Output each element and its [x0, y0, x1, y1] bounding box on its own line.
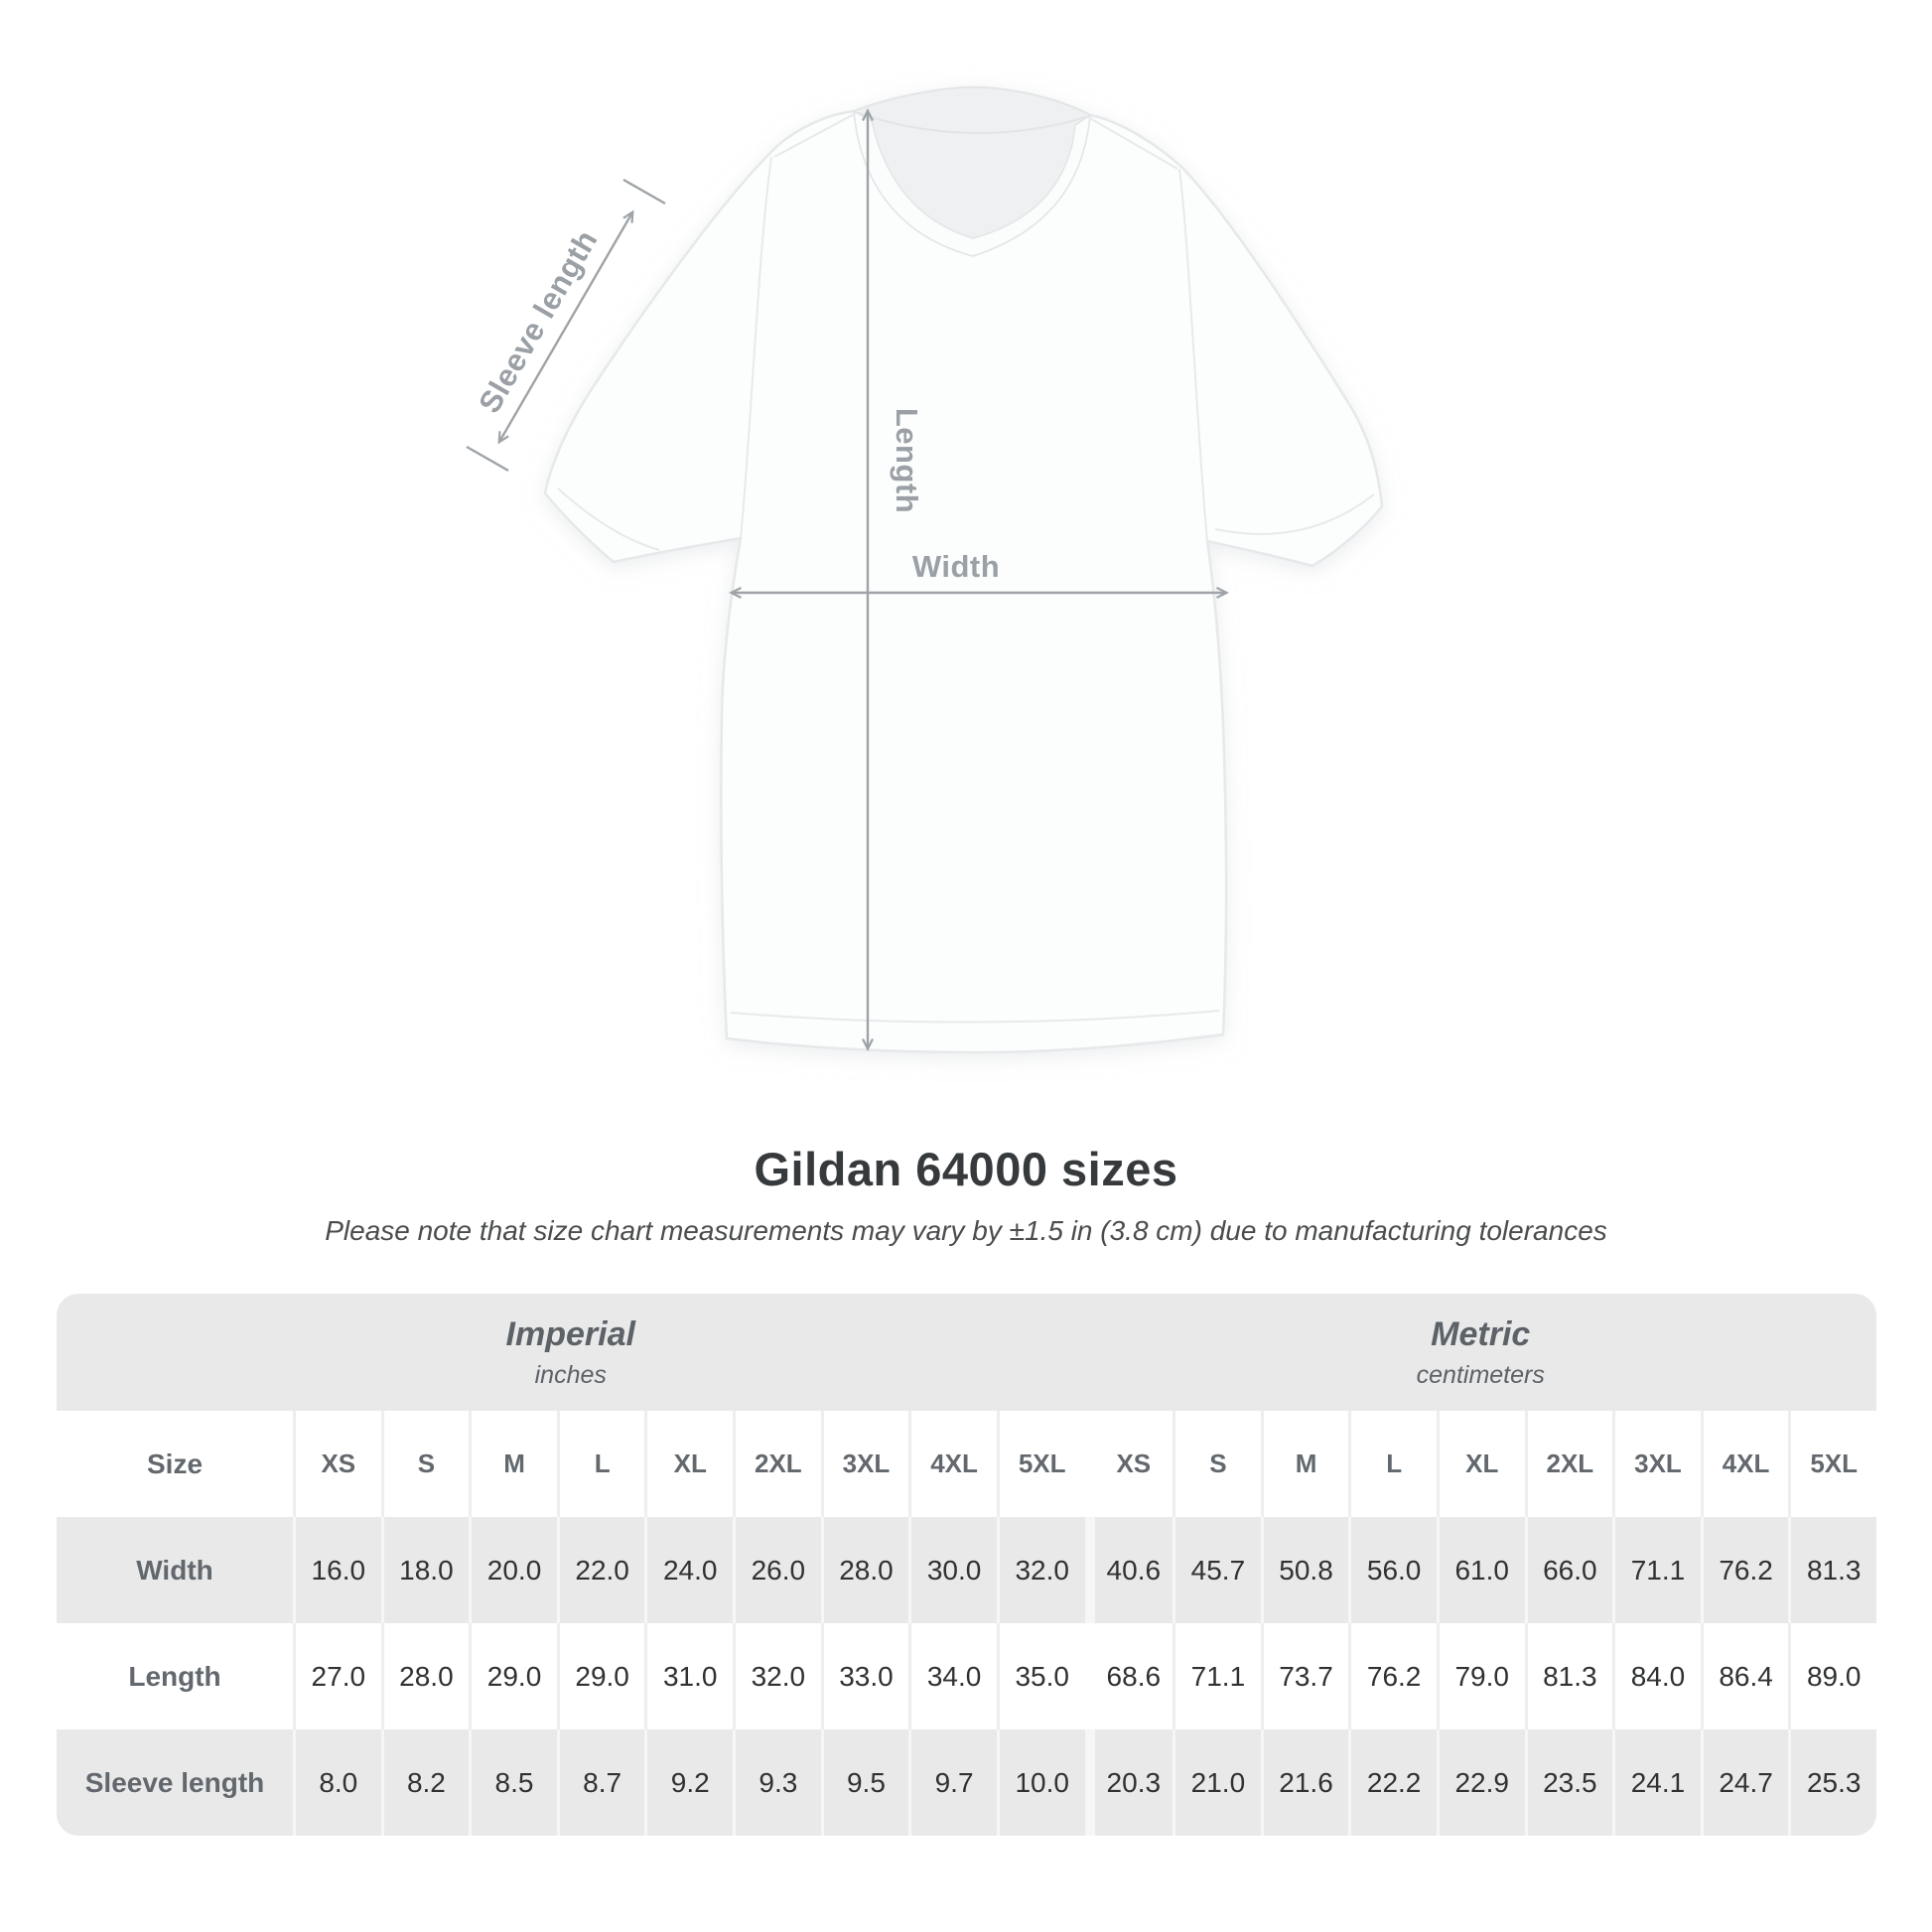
sleeve-dimension-tick-top [622, 178, 666, 206]
size-table: Imperial inches Metric centimeters Size X… [57, 1294, 1876, 1836]
value-metric: 66.0 [1524, 1517, 1613, 1623]
size-header-metric: XL [1436, 1411, 1525, 1517]
metric-unit: centimeters [1416, 1360, 1545, 1389]
value-imperial: 10.0 [996, 1729, 1085, 1836]
value-metric: 84.0 [1612, 1623, 1701, 1729]
size-header-imperial: XS [293, 1411, 381, 1517]
value-imperial: 26.0 [733, 1517, 821, 1623]
value-metric: 56.0 [1348, 1517, 1437, 1623]
value-imperial: 24.0 [644, 1517, 734, 1623]
tshirt-measurement-diagram: Sleeve length Length Width [466, 85, 1384, 1054]
tshirt-body [543, 85, 1384, 1054]
value-imperial: 8.0 [293, 1729, 381, 1836]
page-title: Gildan 64000 sizes [754, 1143, 1178, 1195]
value-imperial: 9.7 [908, 1729, 997, 1836]
value-imperial: 28.0 [820, 1517, 909, 1623]
size-header-metric: 2XL [1524, 1411, 1613, 1517]
value-imperial: 20.0 [469, 1517, 557, 1623]
size-header-metric: XS [1084, 1411, 1173, 1517]
value-imperial: 35.0 [996, 1623, 1085, 1729]
tshirt-graphic [543, 85, 1384, 1054]
value-imperial: 29.0 [556, 1623, 645, 1729]
value-metric: 25.3 [1788, 1729, 1876, 1836]
value-metric: 79.0 [1436, 1623, 1525, 1729]
size-header-imperial: 5XL [996, 1411, 1085, 1517]
value-imperial: 34.0 [908, 1623, 997, 1729]
dimension-lines [466, 108, 1229, 1051]
value-imperial: 30.0 [908, 1517, 997, 1623]
size-header-metric: 4XL [1700, 1411, 1789, 1517]
size-header-imperial: 4XL [908, 1411, 997, 1517]
value-imperial: 9.3 [733, 1729, 821, 1836]
imperial-unit: inches [534, 1360, 607, 1389]
value-imperial: 29.0 [469, 1623, 557, 1729]
sleeve-dimension-line [497, 209, 634, 445]
value-imperial: 16.0 [293, 1517, 381, 1623]
imperial-title: Imperial [505, 1314, 635, 1353]
value-imperial: 9.5 [820, 1729, 909, 1836]
row-label: Sleeve length [57, 1729, 293, 1836]
size-header-metric: 5XL [1788, 1411, 1876, 1517]
value-imperial: 9.2 [644, 1729, 734, 1836]
sleeve-length-label: Sleeve length [472, 224, 604, 419]
tolerance-note: Please note that size chart measurements… [325, 1215, 1607, 1246]
value-imperial: 8.5 [469, 1729, 557, 1836]
size-header-imperial: S [380, 1411, 470, 1517]
value-imperial: 18.0 [380, 1517, 470, 1623]
size-header-imperial: M [469, 1411, 557, 1517]
tshirt-collar-band [853, 109, 1091, 257]
value-imperial: 27.0 [293, 1623, 381, 1729]
size-header-imperial: 3XL [820, 1411, 909, 1517]
value-metric: 45.7 [1173, 1517, 1261, 1623]
value-metric: 61.0 [1436, 1517, 1525, 1623]
value-metric: 68.6 [1084, 1623, 1173, 1729]
tshirt-back-collar-seam [857, 112, 1087, 134]
imperial-group-header: Imperial inches [57, 1294, 1085, 1411]
value-metric: 50.8 [1260, 1517, 1349, 1623]
value-metric: 22.9 [1436, 1729, 1525, 1836]
tshirt-seams [557, 112, 1375, 1024]
size-header-imperial: XL [644, 1411, 734, 1517]
value-imperial: 28.0 [380, 1623, 470, 1729]
row-label: Width [57, 1517, 293, 1623]
value-metric: 24.1 [1612, 1729, 1701, 1836]
value-metric: 76.2 [1348, 1623, 1437, 1729]
size-header-imperial: 2XL [733, 1411, 821, 1517]
value-metric: 21.6 [1260, 1729, 1349, 1836]
value-imperial: 32.0 [996, 1517, 1085, 1623]
size-corner-label: Size [57, 1411, 293, 1517]
size-header-metric: S [1173, 1411, 1261, 1517]
value-metric: 40.6 [1084, 1517, 1173, 1623]
value-imperial: 31.0 [644, 1623, 734, 1729]
value-metric: 81.3 [1788, 1517, 1876, 1623]
value-imperial: 32.0 [733, 1623, 821, 1729]
size-header-metric: M [1260, 1411, 1349, 1517]
value-metric: 20.3 [1084, 1729, 1173, 1836]
width-label: Width [912, 549, 1000, 584]
value-metric: 24.7 [1700, 1729, 1789, 1836]
value-metric: 81.3 [1524, 1623, 1613, 1729]
value-metric: 76.2 [1700, 1517, 1789, 1623]
value-imperial: 8.7 [556, 1729, 645, 1836]
length-label: Length [890, 408, 924, 513]
value-imperial: 8.2 [380, 1729, 470, 1836]
value-metric: 71.1 [1612, 1517, 1701, 1623]
value-imperial: 33.0 [820, 1623, 909, 1729]
value-metric: 86.4 [1700, 1623, 1789, 1729]
size-header-metric: L [1348, 1411, 1437, 1517]
value-metric: 21.0 [1173, 1729, 1261, 1836]
value-metric: 73.7 [1260, 1623, 1349, 1729]
row-label: Length [57, 1623, 293, 1729]
value-metric: 71.1 [1173, 1623, 1261, 1729]
metric-title: Metric [1431, 1314, 1531, 1353]
value-imperial: 22.0 [556, 1517, 645, 1623]
metric-group-header: Metric centimeters [1084, 1294, 1876, 1411]
size-header-metric: 3XL [1612, 1411, 1701, 1517]
value-metric: 22.2 [1348, 1729, 1437, 1836]
sleeve-dimension-tick-bottom [466, 445, 509, 473]
size-header-imperial: L [556, 1411, 645, 1517]
value-metric: 89.0 [1788, 1623, 1876, 1729]
value-metric: 23.5 [1524, 1729, 1613, 1836]
